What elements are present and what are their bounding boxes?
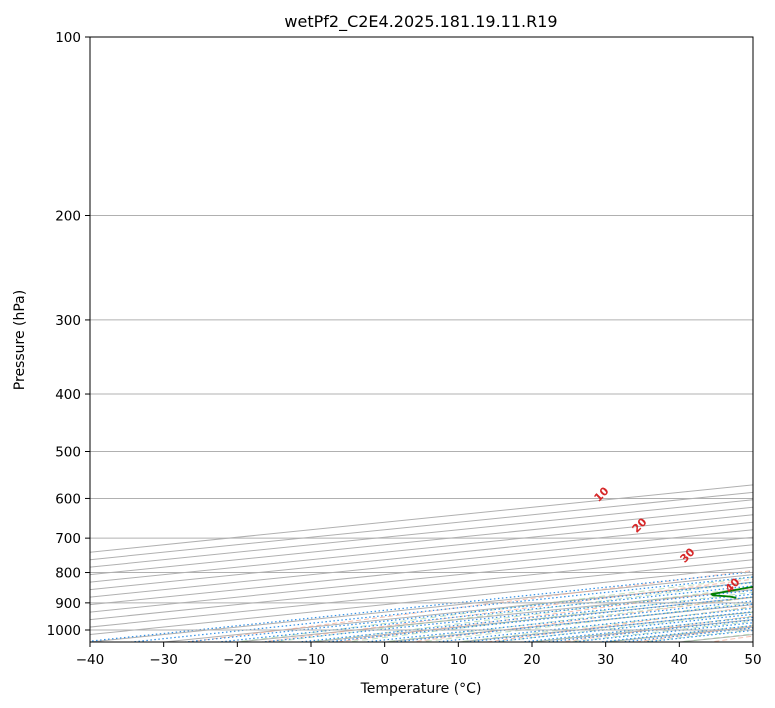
mixing-ratio-line bbox=[213, 585, 753, 642]
x-axis-title: Temperature (°C) bbox=[360, 681, 482, 697]
isotherm-line bbox=[90, 521, 753, 591]
pressure-gridlines bbox=[90, 37, 753, 631]
moist-adiabat-line bbox=[269, 581, 753, 642]
dry-adiabat-line bbox=[258, 578, 753, 642]
x-tick-label: 20 bbox=[523, 652, 540, 668]
mixing-ratio-line bbox=[594, 624, 753, 642]
isotherm-line bbox=[90, 529, 753, 598]
y-tick-label: 100 bbox=[55, 30, 81, 46]
y-tick-label: 400 bbox=[55, 387, 81, 403]
mixing-ratio-line bbox=[90, 571, 753, 642]
isotherm-line bbox=[90, 506, 753, 576]
mixing-ratio-line bbox=[257, 589, 753, 642]
y-tick-label: 800 bbox=[55, 566, 81, 582]
x-tick-label: 10 bbox=[450, 652, 467, 668]
isotherm-line bbox=[748, 641, 753, 642]
x-tick-label: −20 bbox=[223, 652, 252, 668]
isotherm-line bbox=[90, 484, 753, 553]
moist-adiabat-line bbox=[564, 620, 753, 642]
dry-adiabat-line bbox=[333, 587, 753, 642]
moist-adiabat-line bbox=[343, 591, 753, 642]
background-lines bbox=[90, 484, 753, 642]
isotherm-line bbox=[90, 536, 753, 606]
mixing-ratio-line bbox=[320, 596, 753, 642]
dewpoint-profile-line bbox=[710, 585, 753, 599]
y-tick-label: 300 bbox=[55, 313, 81, 329]
isotherm-line bbox=[90, 491, 753, 561]
mixing-ratio-line bbox=[359, 600, 753, 642]
moist-adiabat-label: 30 bbox=[678, 545, 698, 565]
chart-title: wetPf2_C2E4.2025.181.19.11.R19 bbox=[284, 12, 557, 32]
moist-adiabat-line bbox=[306, 586, 753, 642]
moist-adiabat-label: 10 bbox=[592, 484, 612, 504]
dry-adiabat-line bbox=[482, 606, 753, 642]
x-tick-label: 0 bbox=[380, 652, 389, 668]
moist-adiabat-line bbox=[379, 596, 753, 642]
x-tick-label: −10 bbox=[297, 652, 326, 668]
y-tick-label: 200 bbox=[55, 209, 81, 225]
isotherm-line bbox=[90, 574, 753, 642]
profile-lines bbox=[710, 585, 753, 599]
plot-frame bbox=[89, 36, 754, 643]
y-tick-label: 700 bbox=[55, 531, 81, 547]
mixing-ratio-line bbox=[567, 622, 753, 642]
y-axis: 100 200 300 400 500 600 700 800 900 1000 bbox=[47, 30, 90, 639]
x-tick-label: 50 bbox=[744, 652, 761, 668]
moist-adiabat-line bbox=[637, 629, 753, 642]
x-tick-label: −40 bbox=[76, 652, 105, 668]
moist-adiabat-line bbox=[232, 576, 753, 642]
x-axis: −40 −30 −20 −10 0 10 20 30 40 50 bbox=[76, 642, 762, 668]
isotherm-line bbox=[527, 619, 753, 642]
isotherm-line bbox=[90, 514, 753, 583]
y-tick-label: 900 bbox=[55, 596, 81, 612]
dry-adiabat-line bbox=[706, 635, 753, 642]
mixing-ratio-line bbox=[293, 593, 753, 642]
moist-adiabat-line bbox=[527, 616, 753, 642]
isotherm-line bbox=[380, 604, 753, 642]
x-tick-label: −30 bbox=[149, 652, 178, 668]
dry-adiabat-line bbox=[557, 615, 753, 642]
y-tick-label: 1000 bbox=[47, 623, 81, 639]
y-tick-label: 500 bbox=[55, 444, 81, 460]
y-axis-title: Pressure (hPa) bbox=[12, 290, 28, 390]
x-tick-label: 40 bbox=[671, 652, 688, 668]
y-tick-label: 600 bbox=[55, 491, 81, 507]
isotherm-line bbox=[90, 499, 753, 568]
x-tick-label: 30 bbox=[597, 652, 614, 668]
